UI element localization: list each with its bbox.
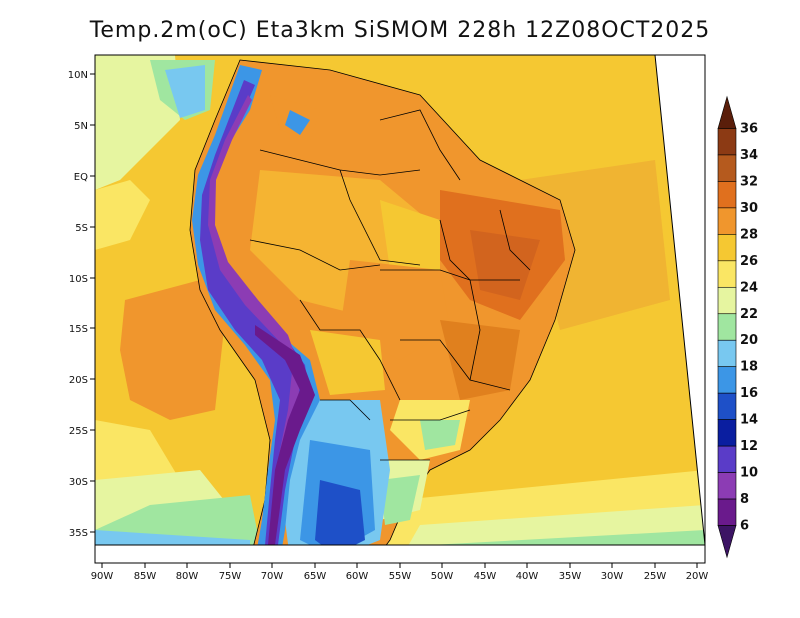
- colorbar-swatch: [717, 445, 737, 473]
- colorbar-swatch: [717, 498, 737, 526]
- colorbar-swatch: [717, 128, 737, 156]
- colorbar-swatch: [717, 260, 737, 288]
- lon-tick-label: 50W: [431, 571, 454, 582]
- lon-tick-label: 30W: [601, 571, 624, 582]
- lat-tick-label: 5S: [75, 223, 88, 234]
- lat-tick-label: EQ: [74, 172, 88, 183]
- lat-tick-label: 35S: [69, 528, 88, 539]
- map-title: Temp.2m(oC) Eta3km SiSMOM 228h 12Z08OCT2…: [89, 18, 711, 43]
- colorbar-label: 12: [740, 439, 758, 454]
- colorbar-swatch: [717, 95, 737, 129]
- colorbar-swatch: [717, 181, 737, 209]
- south-america-land: [189, 59, 576, 545]
- lat-tick-labels: 10N 5N EQ 5S 10S 15S 20S 25S 30S 35S: [68, 70, 88, 539]
- lon-tick-labels: 90W 85W 80W 75W 70W 65W 60W 55W 50W 45W …: [91, 571, 709, 582]
- country-borders: [249, 109, 531, 461]
- colorbar-label: 30: [740, 201, 758, 216]
- lon-tick-label: 70W: [261, 571, 284, 582]
- lon-tick-label: 65W: [304, 571, 327, 582]
- colorbar-label: 34: [740, 148, 758, 163]
- lat-tick-label: 20S: [69, 375, 88, 386]
- lon-tick-label: 90W: [91, 571, 114, 582]
- lat-tick-label: 5N: [74, 121, 88, 132]
- colorbar-swatch: [717, 207, 737, 235]
- colorbar-swatch: [717, 339, 737, 368]
- colorbar-swatch: [717, 313, 737, 341]
- lon-tick-label: 40W: [516, 571, 539, 582]
- colorbar-label: 36: [740, 121, 758, 136]
- lon-tick-label: 55W: [389, 571, 412, 582]
- colorbar-swatch: [717, 366, 737, 394]
- colorbar-swatch: [717, 154, 737, 182]
- lat-tick-label: 10N: [68, 70, 88, 81]
- colorbar-label: 18: [740, 360, 758, 375]
- lat-tick-label: 15S: [69, 324, 88, 335]
- colorbar-label: 26: [740, 254, 758, 269]
- lon-tick-label: 75W: [219, 571, 242, 582]
- lon-tick-marks: [101, 563, 698, 568]
- lat-tick-label: 25S: [69, 426, 88, 437]
- colorbar-label: 10: [740, 466, 758, 481]
- colorbar-label: 24: [740, 280, 758, 295]
- lon-tick-label: 20W: [686, 571, 709, 582]
- lat-tick-label: 30S: [69, 477, 88, 488]
- colorbar: 36 34 32 30 28 26 24 22 20 18 16 14 12 10 8 6: [717, 95, 758, 559]
- colorbar-label: 16: [740, 386, 758, 401]
- colorbar-label: 22: [740, 307, 758, 322]
- colorbar-label: 8: [740, 492, 749, 507]
- colorbar-label: 20: [740, 333, 758, 348]
- lon-tick-label: 35W: [559, 571, 582, 582]
- lon-tick-label: 60W: [346, 571, 369, 582]
- colorbar-swatch: [717, 525, 737, 559]
- lat-tick-label: 10S: [69, 274, 88, 285]
- colorbar-label: 14: [740, 413, 758, 428]
- colorbar-swatch: [717, 286, 737, 315]
- lon-tick-label: 80W: [176, 571, 199, 582]
- lon-tick-label: 25W: [644, 571, 667, 582]
- lon-tick-label: 85W: [134, 571, 157, 582]
- colorbar-label: 6: [740, 519, 749, 534]
- colorbar-label: 28: [740, 227, 758, 242]
- colorbar-swatch: [717, 234, 737, 262]
- colorbar-swatch: [717, 392, 737, 420]
- lat-tick-marks: [90, 73, 95, 533]
- colorbar-swatch: [717, 419, 737, 447]
- colorbar-label: 32: [740, 174, 758, 189]
- colorbar-swatch: [717, 472, 737, 500]
- lon-tick-label: 45W: [474, 571, 497, 582]
